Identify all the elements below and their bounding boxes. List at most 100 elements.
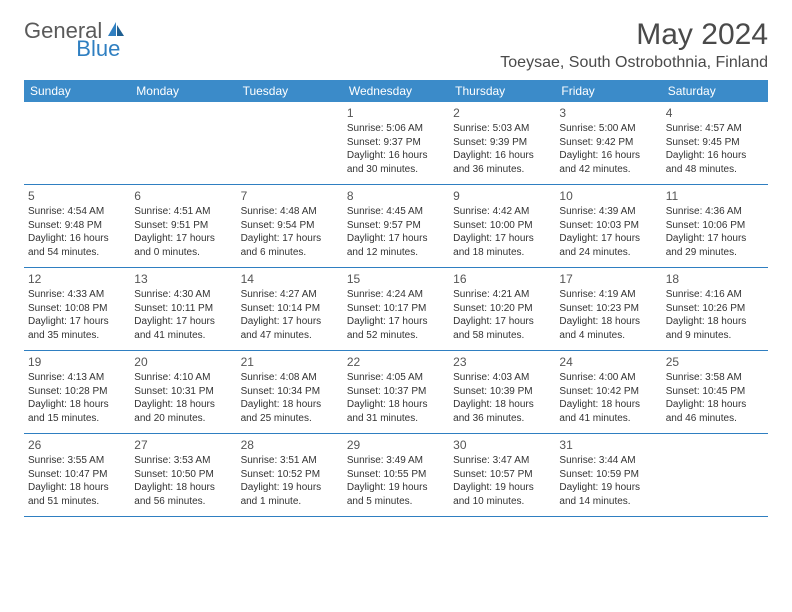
day-header-wednesday: Wednesday xyxy=(343,80,449,102)
day-info-line: Daylight: 17 hours xyxy=(453,315,551,329)
location: Toeysae, South Ostrobothnia, Finland xyxy=(500,54,768,72)
day-info-line: and 35 minutes. xyxy=(28,329,126,343)
day-header-saturday: Saturday xyxy=(662,80,768,102)
day-info-line: Sunrise: 4:05 AM xyxy=(347,371,445,385)
day-info-line: Sunrise: 4:27 AM xyxy=(241,288,339,302)
day-number: 27 xyxy=(134,437,232,453)
day-info-line: Sunset: 10:37 PM xyxy=(347,385,445,399)
day-cell xyxy=(662,434,768,516)
logo-text-blue: Blue xyxy=(76,36,120,62)
day-number: 1 xyxy=(347,105,445,121)
day-info-line: Sunrise: 3:44 AM xyxy=(559,454,657,468)
day-cell: 4Sunrise: 4:57 AMSunset: 9:45 PMDaylight… xyxy=(662,102,768,184)
day-info-line: and 1 minute. xyxy=(241,495,339,509)
day-cell: 23Sunrise: 4:03 AMSunset: 10:39 PMDaylig… xyxy=(449,351,555,433)
day-cell: 13Sunrise: 4:30 AMSunset: 10:11 PMDaylig… xyxy=(130,268,236,350)
day-info-line: Daylight: 18 hours xyxy=(559,398,657,412)
day-cell: 3Sunrise: 5:00 AMSunset: 9:42 PMDaylight… xyxy=(555,102,661,184)
day-info-line: and 41 minutes. xyxy=(559,412,657,426)
day-info-line: Sunrise: 4:03 AM xyxy=(453,371,551,385)
day-header-monday: Monday xyxy=(130,80,236,102)
day-info-line: Daylight: 16 hours xyxy=(28,232,126,246)
day-info-line: Sunset: 10:57 PM xyxy=(453,468,551,482)
day-info-line: and 54 minutes. xyxy=(28,246,126,260)
day-cell: 2Sunrise: 5:03 AMSunset: 9:39 PMDaylight… xyxy=(449,102,555,184)
day-info-line: Sunrise: 4:45 AM xyxy=(347,205,445,219)
day-info-line: Sunset: 10:28 PM xyxy=(28,385,126,399)
day-info-line: and 30 minutes. xyxy=(347,163,445,177)
day-cell: 28Sunrise: 3:51 AMSunset: 10:52 PMDaylig… xyxy=(237,434,343,516)
day-info-line: Sunrise: 4:39 AM xyxy=(559,205,657,219)
day-number: 11 xyxy=(666,188,764,204)
day-info-line: Sunrise: 4:19 AM xyxy=(559,288,657,302)
day-info-line: Daylight: 18 hours xyxy=(559,315,657,329)
day-info-line: Sunrise: 4:57 AM xyxy=(666,122,764,136)
day-info-line: Sunrise: 4:30 AM xyxy=(134,288,232,302)
day-number: 6 xyxy=(134,188,232,204)
day-info-line: and 42 minutes. xyxy=(559,163,657,177)
day-number: 16 xyxy=(453,271,551,287)
day-cell: 20Sunrise: 4:10 AMSunset: 10:31 PMDaylig… xyxy=(130,351,236,433)
day-info-line: Sunset: 9:48 PM xyxy=(28,219,126,233)
day-info-line: and 36 minutes. xyxy=(453,163,551,177)
calendar: SundayMondayTuesdayWednesdayThursdayFrid… xyxy=(24,80,768,517)
day-info-line: Sunrise: 4:51 AM xyxy=(134,205,232,219)
day-info-line: Sunrise: 4:48 AM xyxy=(241,205,339,219)
day-info-line: and 15 minutes. xyxy=(28,412,126,426)
day-info-line: Sunrise: 5:00 AM xyxy=(559,122,657,136)
day-number: 18 xyxy=(666,271,764,287)
day-info-line: and 41 minutes. xyxy=(134,329,232,343)
day-info-line: Daylight: 18 hours xyxy=(134,481,232,495)
day-info-line: Sunrise: 4:13 AM xyxy=(28,371,126,385)
day-info-line: Sunrise: 4:42 AM xyxy=(453,205,551,219)
day-info-line: Daylight: 19 hours xyxy=(559,481,657,495)
day-info-line: and 20 minutes. xyxy=(134,412,232,426)
day-info-line: and 6 minutes. xyxy=(241,246,339,260)
header: General Blue May 2024 Toeysae, South Ost… xyxy=(24,18,768,72)
day-info-line: Sunset: 9:37 PM xyxy=(347,136,445,150)
day-info-line: Sunset: 10:08 PM xyxy=(28,302,126,316)
day-info-line: Sunrise: 3:47 AM xyxy=(453,454,551,468)
week-row: 5Sunrise: 4:54 AMSunset: 9:48 PMDaylight… xyxy=(24,185,768,268)
day-cell xyxy=(24,102,130,184)
day-info-line: and 36 minutes. xyxy=(453,412,551,426)
day-info-line: Sunset: 10:06 PM xyxy=(666,219,764,233)
day-info-line: and 52 minutes. xyxy=(347,329,445,343)
day-header-sunday: Sunday xyxy=(24,80,130,102)
day-number: 9 xyxy=(453,188,551,204)
day-info-line: and 9 minutes. xyxy=(666,329,764,343)
day-info-line: Daylight: 16 hours xyxy=(666,149,764,163)
day-info-line: Daylight: 17 hours xyxy=(666,232,764,246)
day-cell: 30Sunrise: 3:47 AMSunset: 10:57 PMDaylig… xyxy=(449,434,555,516)
day-cell: 8Sunrise: 4:45 AMSunset: 9:57 PMDaylight… xyxy=(343,185,449,267)
day-info-line: Daylight: 17 hours xyxy=(347,232,445,246)
day-info-line: Sunrise: 4:54 AM xyxy=(28,205,126,219)
day-info-line: Sunset: 10:50 PM xyxy=(134,468,232,482)
day-cell: 5Sunrise: 4:54 AMSunset: 9:48 PMDaylight… xyxy=(24,185,130,267)
day-cell: 7Sunrise: 4:48 AMSunset: 9:54 PMDaylight… xyxy=(237,185,343,267)
day-cell: 22Sunrise: 4:05 AMSunset: 10:37 PMDaylig… xyxy=(343,351,449,433)
day-info-line: Sunset: 10:34 PM xyxy=(241,385,339,399)
day-info-line: Sunrise: 3:49 AM xyxy=(347,454,445,468)
day-number: 26 xyxy=(28,437,126,453)
day-number: 24 xyxy=(559,354,657,370)
day-cell: 19Sunrise: 4:13 AMSunset: 10:28 PMDaylig… xyxy=(24,351,130,433)
day-cell: 29Sunrise: 3:49 AMSunset: 10:55 PMDaylig… xyxy=(343,434,449,516)
week-row: 19Sunrise: 4:13 AMSunset: 10:28 PMDaylig… xyxy=(24,351,768,434)
day-number: 30 xyxy=(453,437,551,453)
day-info-line: Daylight: 19 hours xyxy=(453,481,551,495)
day-cell: 14Sunrise: 4:27 AMSunset: 10:14 PMDaylig… xyxy=(237,268,343,350)
day-header-friday: Friday xyxy=(555,80,661,102)
day-info-line: Daylight: 17 hours xyxy=(559,232,657,246)
day-number: 17 xyxy=(559,271,657,287)
day-cell xyxy=(130,102,236,184)
day-number: 15 xyxy=(347,271,445,287)
day-info-line: Sunset: 10:11 PM xyxy=(134,302,232,316)
day-info-line: and 47 minutes. xyxy=(241,329,339,343)
day-info-line: Sunrise: 4:21 AM xyxy=(453,288,551,302)
day-info-line: Daylight: 17 hours xyxy=(241,232,339,246)
day-info-line: and 18 minutes. xyxy=(453,246,551,260)
day-info-line: Daylight: 18 hours xyxy=(347,398,445,412)
day-number: 25 xyxy=(666,354,764,370)
day-info-line: Sunrise: 4:33 AM xyxy=(28,288,126,302)
